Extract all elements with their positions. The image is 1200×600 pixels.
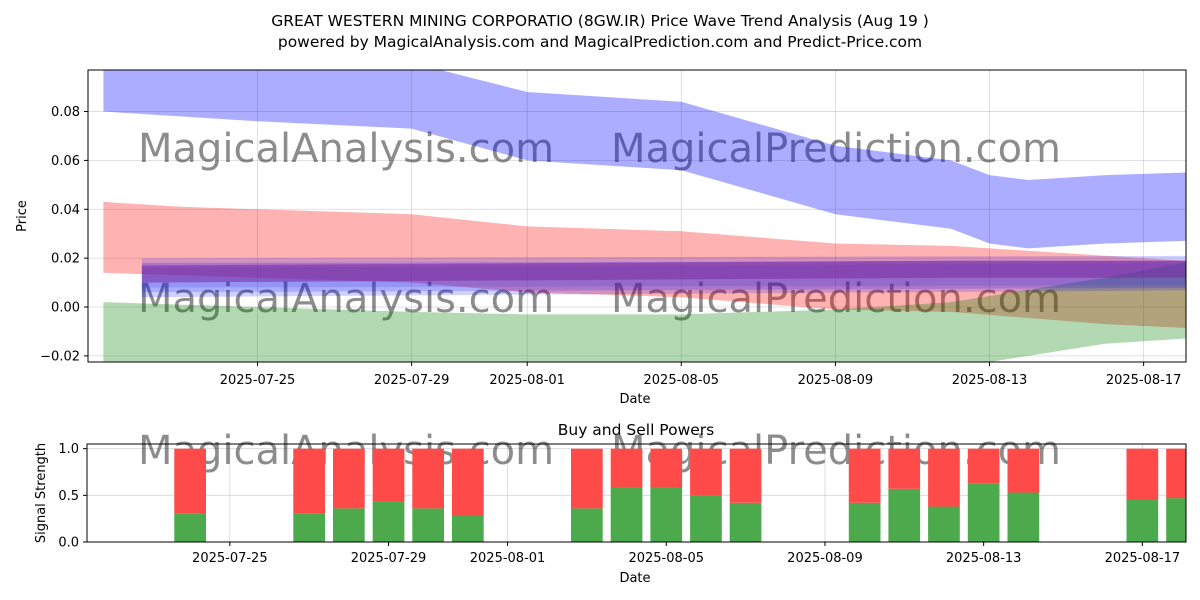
sell-bar [610,448,643,487]
buy-bar [928,506,960,542]
signal-y-tick-label: 0.5 [58,489,79,504]
signal-y-tick-label: 1.0 [58,442,79,457]
price-plot-watermarks: MagicalAnalysis.com MagicalPrediction.co… [138,126,1061,322]
band-lower-wave [103,262,1186,362]
buy-bar [372,501,405,542]
band-upper-wave [103,70,1186,249]
sell-bar [650,448,683,487]
band-purple-core [141,260,1186,283]
signal-y-axis-label: Signal Strength [34,443,49,543]
signal-bars [174,448,1186,542]
watermark-prediction-lower: MagicalPrediction.com [611,276,1061,322]
watermark-analysis-upper: MagicalAnalysis.com [138,126,554,172]
signal-plot: Buy and Sell Powers MagicalAnalysis.com … [34,421,1187,586]
sell-bar [1126,448,1159,500]
buy-bar [888,488,921,542]
signal-x-tick-label: 2025-08-01 [470,551,546,566]
price-x-tick-label: 2025-08-01 [489,373,565,388]
sell-bar [848,448,881,503]
price-plot: MagicalAnalysis.com MagicalPrediction.co… [15,69,1187,407]
buy-bar [729,502,762,542]
price-x-axis-label: Date [619,392,650,407]
buy-bar [1126,500,1159,542]
price-y-tick-label: 0.00 [51,301,80,316]
buy-bar [967,483,1000,542]
buy-bar [1166,498,1186,542]
sell-bar [333,448,365,509]
sell-bar [967,448,1000,484]
sell-bar [729,448,762,503]
sell-bar [452,448,484,515]
signal-chart-title: Buy and Sell Powers [558,421,715,439]
price-plot-background [88,70,1186,362]
price-y-tick-label: 0.08 [51,105,80,120]
price-wave-bands [103,70,1186,362]
buy-bar [650,486,683,542]
sell-bar [1166,448,1186,499]
signal-x-tick-label: 2025-08-09 [787,551,863,566]
sell-bar [690,448,722,496]
signal-x-tick-label: 2025-07-25 [192,551,268,566]
price-y-tick-label: 0.06 [51,154,80,169]
buy-bar [690,495,722,542]
price-y-tick-label: −0.02 [40,349,80,364]
price-plot-grid [88,70,1186,362]
watermark-prediction-upper: MagicalPrediction.com [611,126,1061,172]
sell-bar [928,448,960,507]
buy-bar [412,508,444,542]
signal-x-axis-ticks: 2025-07-25 2025-07-29 2025-08-01 2025-08-05… [192,542,1180,566]
signal-y-axis-ticks: 0.0 0.5 1.0 [58,442,87,551]
signal-x-tick-label: 2025-08-17 [1105,551,1181,566]
price-y-tick-label: 0.02 [51,252,80,267]
buy-bar [293,513,325,542]
buy-bar [571,508,603,542]
main-chart-title: GREAT WESTERN MINING CORPORATIO (8GW.IR)… [271,12,929,30]
buy-bar [1007,492,1040,542]
buy-bar [610,486,643,542]
signal-x-tick-label: 2025-08-13 [946,551,1022,566]
price-x-tick-label: 2025-08-09 [798,373,874,388]
signal-plot-frame [86,443,1187,543]
signal-x-tick-label: 2025-07-29 [351,551,427,566]
sell-bar [571,448,603,509]
price-x-tick-label: 2025-07-29 [374,373,450,388]
price-y-tick-label: 0.04 [51,203,80,218]
price-x-tick-label: 2025-08-17 [1106,373,1182,388]
sell-bar [174,448,206,514]
price-x-tick-label: 2025-08-13 [952,373,1028,388]
signal-x-axis-label: Date [619,571,650,586]
buy-bar [848,502,881,542]
sell-bar [412,448,444,509]
sell-bar [1007,448,1040,493]
signal-x-tick-label: 2025-08-05 [628,551,704,566]
sell-bar [293,448,325,514]
buy-bar [174,513,206,542]
price-plot-frame [87,69,1187,363]
signal-y-tick-label: 0.0 [58,536,79,551]
price-x-axis-ticks: 2025-07-25 2025-07-29 2025-08-01 2025-08-05… [220,362,1182,388]
main-chart-subtitle: powered by MagicalAnalysis.com and Magic… [278,33,922,51]
price-y-axis-ticks: −0.02 0.00 0.02 0.04 0.06 0.08 [40,105,88,364]
sell-bar [888,448,921,489]
sell-bar [372,448,405,502]
price-x-tick-label: 2025-07-25 [220,373,296,388]
price-x-tick-label: 2025-08-05 [644,373,720,388]
buy-bar [452,514,484,542]
watermark-analysis-lower: MagicalAnalysis.com [138,276,554,322]
buy-bar [333,508,365,542]
price-y-axis-label: Price [15,200,30,232]
